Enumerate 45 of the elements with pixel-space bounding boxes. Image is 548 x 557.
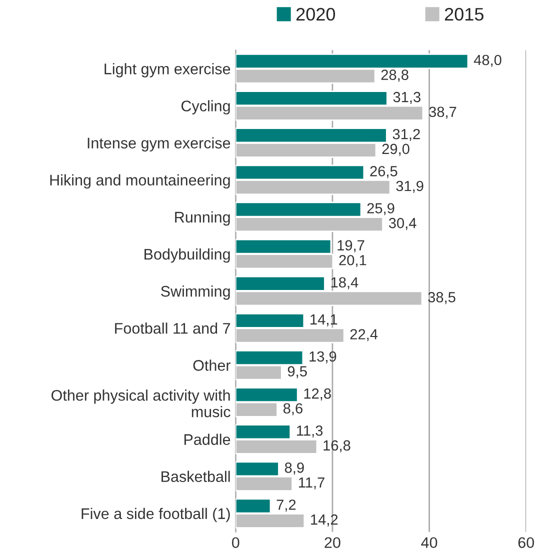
data-label: 31,9 [396,180,424,193]
y-tick-label: Basketball [162,470,230,482]
data-label: 48,0 [474,54,502,67]
legend-label: 2020 [296,8,336,21]
data-label: 28,8 [381,70,408,82]
data-label: 19,7 [338,240,364,252]
y-tick-label: Bodybuilding [144,248,230,263]
data-label: 30,4 [388,218,416,230]
x-tick-label: 0 [232,537,240,548]
y-tick-label: Paddle [184,434,230,445]
data-label: 11,7 [298,477,324,490]
data-label: 11,3 [297,425,323,438]
data-label: 18,4 [331,277,358,290]
x-tick-label: 40 [421,537,438,548]
data-label: 9,5 [288,366,307,378]
data-label: 26,5 [370,166,398,178]
data-label: 20,1 [339,254,366,268]
data-label: 25,9 [367,203,394,216]
data-label: 29,0 [382,144,410,156]
x-tick-label: 20 [324,537,340,548]
y-tick-label: Other physical activity with music [52,390,230,418]
y-tick-label: Running [175,211,230,226]
data-label: 8,9 [284,462,304,475]
data-label: 13,9 [310,351,336,364]
data-label: 12,8 [304,388,331,400]
data-label: 7,2 [276,500,296,512]
y-tick-label: Light gym exercise [104,63,230,78]
y-tick-label: Other [193,360,231,371]
data-label: 38,7 [429,106,456,119]
y-tick-label: Five a side football (1) [82,508,230,522]
data-label: 22,4 [350,329,378,342]
data-label: 38,5 [428,292,456,304]
x-tick-label: 60 [518,537,534,548]
data-label: 8,6 [283,403,302,416]
y-tick-label: Hiking and mountaineering [50,174,230,189]
legend-label: 2015 [444,8,484,21]
y-tick-label: Intense gym exercise [88,137,230,152]
data-label: 31,3 [393,92,420,104]
y-tick-label: Football 11 and 7 [115,322,230,334]
data-label: 16,8 [324,440,350,452]
y-tick-label: Swimming [161,285,230,300]
data-label: 14,2 [311,514,338,526]
y-tick-label: Cycling [181,100,230,114]
data-label: 14,1 [310,314,338,326]
data-label: 31,2 [392,128,420,142]
